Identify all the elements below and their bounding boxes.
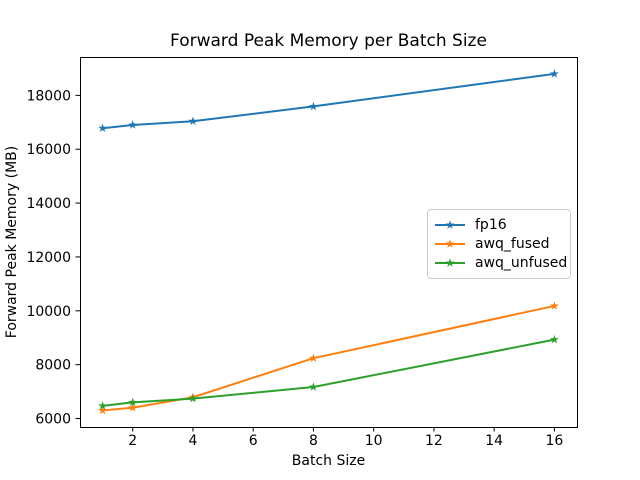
x-tick-label: 8 — [309, 433, 318, 449]
data-point-fp16 — [188, 116, 198, 126]
data-point-awq_unfused — [128, 397, 138, 407]
data-point-awq_unfused — [549, 334, 559, 344]
data-point-fp16 — [308, 101, 318, 111]
data-point-awq_fused — [98, 405, 108, 415]
series-line-fp16 — [101, 72, 556, 130]
y-tick-label: 10000 — [26, 304, 71, 320]
x-tick-label: 12 — [425, 433, 443, 449]
data-point-awq_unfused — [188, 393, 198, 403]
data-point-awq_unfused — [308, 382, 318, 391]
y-tick-label: 16000 — [26, 142, 71, 158]
y-tick-label: 12000 — [26, 250, 71, 266]
legend-marker-awq_fused — [435, 239, 465, 248]
legend-label-awq_fused: awq_fused — [475, 235, 550, 252]
x-tick-label: 6 — [249, 433, 258, 449]
data-point-awq_fused — [308, 353, 318, 362]
data-point-awq_fused — [549, 301, 559, 310]
y-tick-label: 8000 — [35, 358, 71, 374]
x-tick-label: 10 — [365, 433, 383, 449]
x-tick-label: 16 — [545, 433, 563, 449]
x-tick-label: 14 — [485, 433, 503, 449]
x-axis-label: Batch Size — [291, 453, 366, 469]
y-tick-label: 18000 — [26, 88, 71, 104]
y-tick-label: 6000 — [35, 412, 71, 428]
legend-item-awq_unfused: awq_unfused — [434, 254, 567, 273]
legend-marker-fp16 — [435, 219, 465, 229]
legend-marker-awq_unfused — [435, 258, 465, 268]
legend-label-fp16: fp16 — [475, 216, 507, 233]
data-point-awq_fused — [128, 403, 138, 412]
data-point-fp16 — [98, 123, 108, 133]
legend-item-awq_fused: awq_fused — [434, 234, 562, 253]
legend-box: fp16 awq_fused awq_unfused — [427, 209, 571, 279]
data-point-awq_unfused — [98, 401, 108, 410]
x-tick-label: 4 — [188, 433, 197, 449]
x-tick-label: 2 — [128, 433, 137, 449]
data-point-fp16 — [549, 69, 559, 78]
data-point-fp16 — [128, 120, 138, 129]
legend-label-awq_unfused: awq_unfused — [475, 255, 568, 272]
series-line-awq_unfused — [101, 338, 556, 407]
axes-frame — [80, 57, 578, 428]
series-line-awq_fused — [101, 304, 556, 412]
legend-item-fp16: fp16 — [434, 215, 562, 234]
chart-title: Forward Peak Memory per Batch Size — [170, 31, 487, 51]
y-tick-label: 14000 — [26, 196, 71, 212]
